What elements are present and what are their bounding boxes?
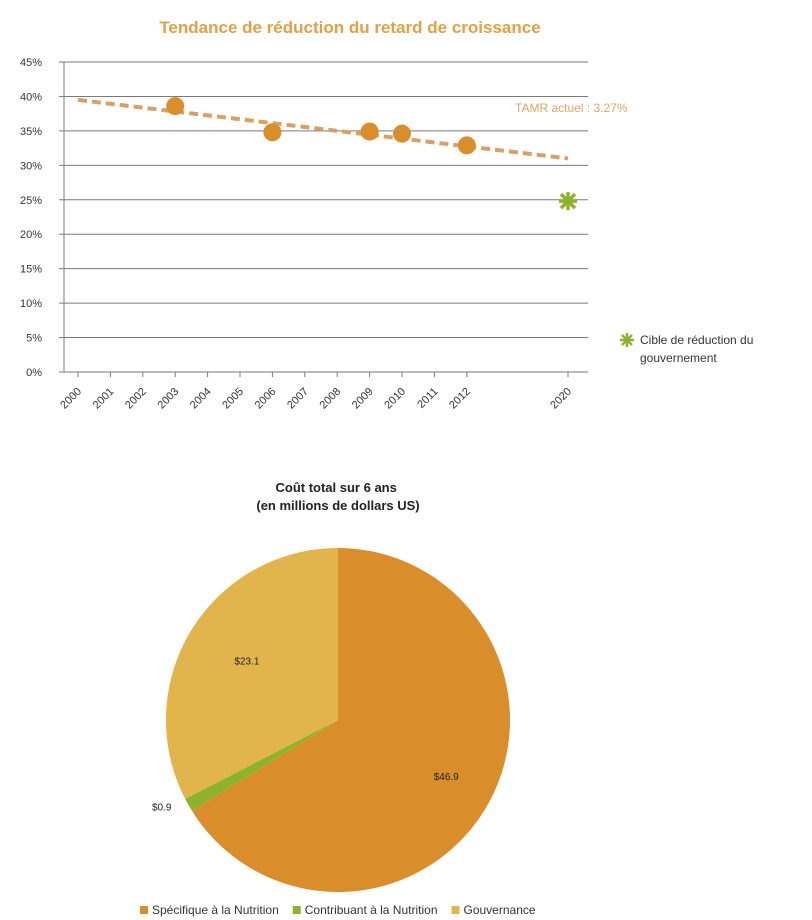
legend: Cible de réduction du gouvernement: [620, 333, 757, 365]
pie-slice: [185, 720, 338, 811]
cost-pie-chart: Coût total sur 6 ans (en millions de dol…: [140, 480, 536, 917]
target-marker-shape: [559, 192, 577, 211]
stunting-trend-chart: Tendance de réduction du retard de crois…: [20, 18, 757, 411]
y-tick-label: 30%: [20, 160, 42, 172]
data-point: [166, 97, 185, 116]
x-tick-label: 2020: [548, 386, 574, 412]
x-axis-ticks: 2000 2001 2002 2003 2004 2005 2006 2007 2008 2009…: [58, 372, 574, 411]
pie-value-label: $23.1: [234, 657, 259, 668]
pie-legend: Spécifique à la Nutrition Contribuant à l…: [140, 903, 536, 917]
x-tick-label: 2008: [318, 386, 344, 412]
tamr-annotation: TAMR actuel : 3.27%: [515, 101, 628, 115]
x-tick-label: 2001: [91, 386, 117, 412]
pie-slice: [166, 548, 338, 799]
legend-swatch: [451, 906, 460, 914]
y-axis-ticks: 0% 5% 10% 15% 20% 25% 30% 35% 40% 45%: [20, 57, 42, 379]
x-tick-label: 2004: [188, 386, 214, 412]
chart-title: Tendance de réduction du retard de crois…: [159, 18, 540, 37]
pie-title-line2: (en millions de dollars US): [256, 498, 419, 513]
y-tick-label: 25%: [20, 195, 42, 207]
legend-label: Gouvernance: [464, 903, 536, 917]
data-point: [360, 122, 379, 141]
pie-slice: [191, 548, 510, 892]
y-tick-label: 40%: [20, 91, 42, 103]
pie-labels: $46.9 $0.9 $23.1: [152, 657, 459, 814]
x-tick-label: 2009: [350, 386, 376, 412]
y-tick-label: 15%: [20, 264, 42, 276]
x-tick-label: 2002: [123, 386, 149, 412]
pie-title: Coût total sur 6 ans (en millions de dol…: [256, 480, 419, 513]
y-tick-label: 10%: [20, 298, 42, 310]
legend-marker-target: [620, 333, 634, 347]
legend-label: Contribuant à la Nutrition: [305, 903, 438, 917]
x-tick-label: 2003: [156, 386, 182, 412]
x-tick-label: 2007: [285, 386, 311, 412]
x-tick-label: 2011: [415, 386, 440, 411]
pie-value-label: $46.9: [434, 772, 459, 783]
data-point: [457, 136, 476, 155]
legend-label-line2: gouvernement: [640, 351, 717, 365]
legend-label-target: Cible de réduction du gouvernement: [640, 333, 757, 365]
y-tick-label: 5%: [26, 333, 42, 345]
legend-swatch: [292, 906, 301, 914]
data-points: [166, 97, 577, 211]
data-point: [393, 124, 411, 143]
legend-swatch: [140, 906, 148, 914]
x-tick-label: 2005: [220, 386, 246, 412]
x-tick-label: 2012: [447, 386, 473, 412]
y-tick-label: 0%: [26, 367, 42, 379]
pie-title-line1: Coût total sur 6 ans: [276, 480, 397, 495]
legend-label-line1: Cible de réduction du: [640, 333, 753, 347]
x-tick-label: 2006: [253, 386, 279, 412]
pie-value-label: $0.9: [152, 803, 172, 814]
y-tick-label: 35%: [20, 126, 42, 138]
trendline-path: [77, 97, 569, 161]
y-tick-label: 20%: [20, 229, 42, 241]
x-tick-label: 2010: [382, 386, 408, 412]
y-tick-label: 45%: [20, 57, 42, 69]
grid: [59, 61, 588, 373]
trendline: [77, 97, 569, 161]
legend-label: Spécifique à la Nutrition: [152, 903, 279, 917]
data-point: [263, 123, 282, 142]
pie-slices: [166, 548, 510, 892]
target-marker: [559, 192, 577, 211]
x-tick-label: 2000: [58, 386, 84, 412]
